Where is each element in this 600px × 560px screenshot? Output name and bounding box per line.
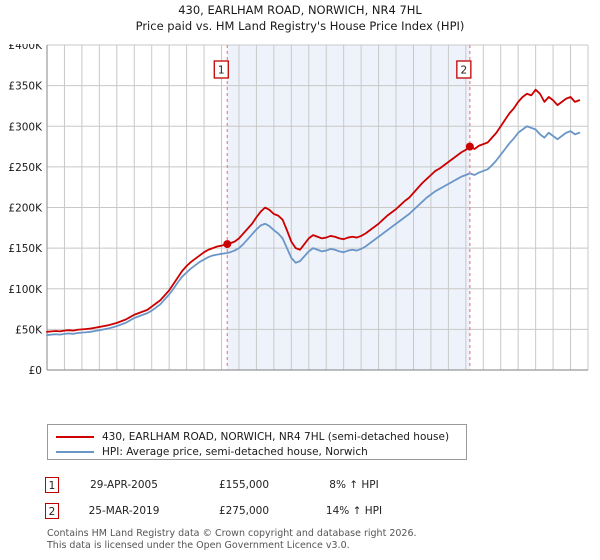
txn-price: £275,000 xyxy=(218,505,270,517)
footer-attribution: Contains HM Land Registry data © Crown c… xyxy=(47,528,587,551)
legend-swatch-price-paid xyxy=(56,436,94,438)
transactions-table: 1 29-APR-2005 £155,000 8% ↑ HPI 2 25-MAR… xyxy=(45,472,515,524)
txn-marker-number: 2 xyxy=(45,503,59,519)
legend-swatch-hpi xyxy=(56,451,94,453)
txn-date: 29-APR-2005 xyxy=(90,479,158,491)
y-axis-tick-label: £400K xyxy=(8,44,43,52)
y-axis-tick-label: £100K xyxy=(8,284,43,296)
txn-hpi-delta: 14% ↑ HPI xyxy=(325,505,383,517)
y-axis-tick-label: £300K xyxy=(8,121,43,133)
y-axis-tick-label: £0 xyxy=(29,365,42,374)
sale-point-marker xyxy=(465,142,474,151)
event-label-text: 1 xyxy=(218,65,225,77)
price-history-chart: £0 £50K £100K £150K £200K £250K £300K £350K £400… xyxy=(0,44,600,374)
footer-line-2: This data is licensed under the Open Gov… xyxy=(47,539,350,551)
page-title-line1: 430, EARLHAM ROAD, NORWICH, NR4 7HL xyxy=(178,3,422,17)
event-label-box xyxy=(213,60,229,79)
table-row: 1 29-APR-2005 £155,000 8% ↑ HPI xyxy=(45,472,515,498)
event-label-text: 2 xyxy=(461,65,468,77)
txn-date: 25-MAR-2019 xyxy=(88,505,160,517)
txn-marker-number: 1 xyxy=(45,477,59,493)
legend-label-price-paid: 430, EARLHAM ROAD, NORWICH, NR4 7HL (sem… xyxy=(102,431,450,443)
chart-legend: 430, EARLHAM ROAD, NORWICH, NR4 7HL (sem… xyxy=(47,424,467,460)
sale-point-marker xyxy=(223,240,232,249)
legend-item-price-paid: 430, EARLHAM ROAD, NORWICH, NR4 7HL (sem… xyxy=(56,430,458,444)
series-line-price-paid xyxy=(46,88,581,333)
page-title-line2: Price paid vs. HM Land Registry's House … xyxy=(135,19,465,33)
footer-line-1: Contains HM Land Registry data © Crown c… xyxy=(47,528,417,539)
table-row: 2 25-MAR-2019 £275,000 14% ↑ HPI xyxy=(45,498,515,524)
event-label-box xyxy=(456,60,472,79)
legend-label-hpi: HPI: Average price, semi-detached house,… xyxy=(102,446,368,458)
y-axis-tick-label: £50K xyxy=(15,324,43,336)
y-axis-tick-label: £200K xyxy=(8,203,43,215)
chart-title-block: 430, EARLHAM ROAD, NORWICH, NR4 7HL Pric… xyxy=(0,2,600,34)
legend-item-hpi: HPI: Average price, semi-detached house,… xyxy=(56,445,458,459)
y-axis-tick-label: £350K xyxy=(8,81,43,93)
chart-svg: £0 £50K £100K £150K £200K £250K £300K £350K £400… xyxy=(8,44,589,374)
txn-hpi-delta: 8% ↑ HPI xyxy=(329,479,379,491)
y-axis-tick-label: £250K xyxy=(8,162,43,174)
y-axis-tick-label: £150K xyxy=(8,243,43,255)
series-line-hpi xyxy=(46,125,581,336)
txn-price: £155,000 xyxy=(218,479,270,491)
